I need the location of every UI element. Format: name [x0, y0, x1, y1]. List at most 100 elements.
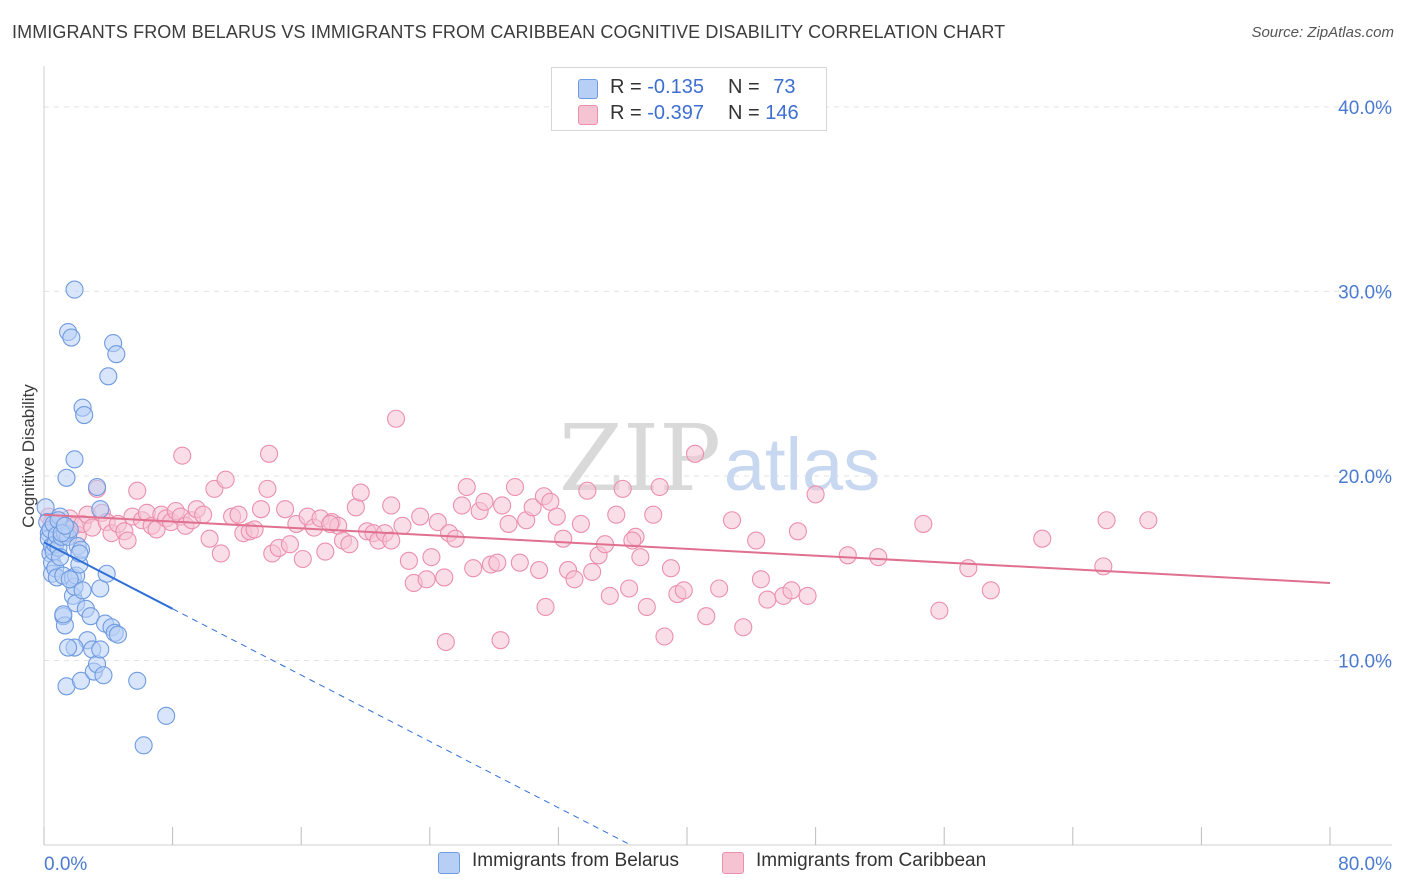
caribbean-point — [747, 531, 766, 550]
caribbean-point — [554, 529, 573, 548]
caribbean-point — [981, 581, 1000, 600]
caribbean-point — [452, 496, 472, 515]
belarus-point — [107, 345, 126, 364]
caribbean-point — [661, 559, 680, 578]
caribbean-point — [422, 548, 441, 567]
caribbean-point — [637, 597, 656, 617]
caribbean-point — [607, 505, 626, 524]
belarus-trend-extension — [172, 608, 631, 846]
caribbean-point — [258, 479, 277, 498]
belarus-point — [99, 367, 118, 386]
chart-title: IMMIGRANTS FROM BELARUS VS IMMIGRANTS FR… — [12, 22, 1006, 42]
caribbean-point — [411, 507, 430, 526]
caribbean-point — [914, 514, 933, 533]
correlation-legend: R = -0.135 N = 73 R = -0.397 N = 146 — [551, 67, 827, 131]
caribbean-point — [446, 529, 465, 548]
belarus-point — [55, 516, 74, 535]
legend-label-caribbean: Immigrants from Caribbean — [756, 850, 987, 871]
y-tick-label: 40.0% — [1338, 98, 1392, 119]
caribbean-point — [457, 477, 476, 497]
caribbean-point — [655, 627, 674, 646]
belarus-point — [71, 671, 91, 690]
source-credit: Source: ZipAtlas.com — [1251, 24, 1394, 41]
caribbean-point — [493, 496, 512, 515]
caribbean-point — [293, 549, 312, 569]
axes — [43, 66, 1392, 846]
caribbean-point — [600, 586, 619, 605]
y-axis-label: Cognitive Disability — [19, 384, 38, 528]
caribbean-point — [280, 535, 299, 554]
caribbean-point — [428, 513, 447, 532]
legend-swatch-caribbean — [578, 105, 598, 125]
caribbean-point — [351, 483, 370, 502]
caribbean-point — [1139, 511, 1158, 530]
belarus-point — [134, 736, 153, 755]
y-tick-label: 20.0% — [1338, 467, 1392, 488]
caribbean-point — [251, 500, 271, 519]
belarus-point — [54, 605, 73, 624]
caribbean-point — [245, 520, 264, 539]
caribbean-point — [340, 535, 359, 554]
caribbean-point — [382, 531, 401, 550]
caribbean-point — [399, 551, 418, 570]
caribbean-point — [697, 607, 716, 626]
belarus-point — [91, 500, 110, 519]
caribbean-point — [620, 579, 639, 598]
caribbean-point — [685, 444, 705, 463]
caribbean-point — [229, 505, 248, 524]
gridlines — [44, 106, 1392, 661]
caribbean-point — [530, 561, 549, 580]
belarus-point — [73, 581, 92, 600]
caribbean-point — [259, 444, 279, 463]
belarus-point — [81, 607, 100, 626]
caribbean-point — [499, 514, 518, 533]
belarus-point — [157, 706, 176, 725]
caribbean-point — [393, 516, 412, 535]
caribbean-point — [930, 601, 949, 620]
caribbean-point — [788, 522, 807, 541]
belarus-point — [94, 666, 113, 685]
caribbean-point — [194, 505, 213, 524]
caribbean-point — [173, 446, 192, 465]
belarus-point — [60, 570, 79, 589]
caribbean-point — [758, 590, 777, 609]
caribbean-point — [565, 570, 584, 589]
caribbean-point — [464, 559, 483, 578]
caribbean-point — [536, 597, 555, 617]
caribbean-point — [838, 546, 857, 565]
caribbean-point — [583, 562, 602, 581]
caribbean-point — [1094, 557, 1113, 576]
belarus-point — [70, 544, 89, 563]
legend-row-caribbean: R = -0.397 N = 146 — [552, 102, 826, 128]
belarus-point — [59, 638, 78, 657]
caribbean-point — [436, 632, 455, 652]
watermark-atlas: atlas — [724, 423, 880, 506]
caribbean-point — [211, 544, 230, 563]
belarus-point — [65, 280, 84, 299]
watermark: ZIP atlas — [559, 405, 880, 512]
caribbean-point — [523, 498, 542, 517]
caribbean-point — [1097, 511, 1116, 530]
caribbean-point — [613, 479, 632, 498]
belarus-point — [57, 468, 76, 487]
caribbean-point — [547, 507, 566, 526]
x-tick-label-min: 0.0% — [44, 854, 87, 875]
caribbean-point — [417, 570, 436, 589]
caribbean-point — [276, 500, 295, 519]
caribbean-point — [644, 505, 663, 524]
caribbean-point — [869, 548, 888, 567]
caribbean-point — [751, 570, 770, 589]
caribbean-point — [959, 559, 978, 578]
legend-swatch-caribbean-bottom — [722, 852, 744, 874]
caribbean-point — [578, 481, 597, 500]
belarus-point — [87, 477, 107, 497]
caribbean-point — [321, 514, 340, 533]
caribbean-trend-line — [43, 513, 1331, 584]
caribbean-point — [200, 529, 219, 548]
legend-n-belarus: N = 73 — [728, 76, 796, 98]
legend-r-caribbean: R = -0.397 — [610, 102, 704, 124]
caribbean-point — [505, 477, 525, 497]
caribbean-point — [650, 477, 669, 497]
caribbean-point — [118, 531, 137, 550]
